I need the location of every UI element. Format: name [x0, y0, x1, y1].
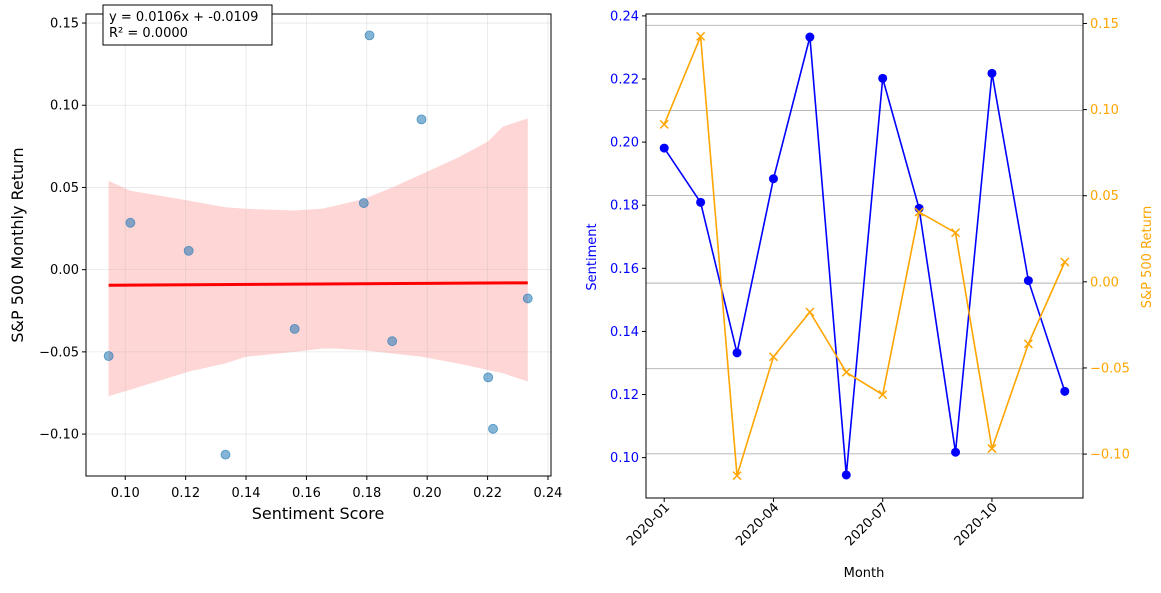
sentiment-tick-label: 0.22	[610, 72, 639, 87]
scatter-point	[488, 423, 498, 434]
return-tick-label: 0.00	[1090, 275, 1119, 290]
sentiment-point	[951, 447, 961, 457]
sentiment-point	[841, 470, 851, 480]
line-plot-frame	[645, 13, 1084, 499]
sentiment-tick-label: 0.10	[610, 451, 639, 466]
scatter-chart: 0.10 0.12 0.14 0.16 0.18 0.20 0.22 0.24 −0.10−0…	[8, 4, 563, 523]
return-axis-label: S&P 500 Return	[1140, 206, 1155, 308]
y-tick-label: 0.10	[50, 99, 79, 114]
scatter-point	[387, 336, 398, 347]
return-point	[1023, 339, 1033, 349]
sentiment-tick-label: 0.16	[610, 262, 639, 277]
points-layer	[103, 30, 533, 460]
return-point	[914, 207, 924, 217]
sentiment-axis-label: Sentiment	[585, 223, 600, 290]
sentiment-tick-label: 0.14	[610, 325, 639, 340]
x-tick-label: 0.12	[171, 486, 200, 501]
return-tick-label: 0.10	[1090, 103, 1119, 118]
return-point	[1060, 257, 1070, 267]
x-tick-label: 0.22	[473, 486, 502, 501]
sentiment-point	[878, 73, 888, 83]
sentiment-point	[1060, 386, 1070, 396]
return-tick-label: −0.10	[1090, 448, 1130, 463]
scatter-point	[364, 30, 375, 41]
scatter-plot-frame	[85, 13, 552, 477]
return-point	[878, 390, 888, 400]
return-axis-ticks: −0.10 −0.05 0.00 0.05 0.10 0.15	[1083, 17, 1130, 463]
y-tick-label: −0.10	[39, 428, 79, 443]
return-point	[951, 228, 961, 238]
y-tick-label: 0.15	[50, 17, 79, 32]
y-tick-label: 0.05	[50, 181, 79, 196]
scatter-point	[483, 372, 494, 383]
return-point	[732, 471, 742, 481]
lines-layer	[659, 31, 1070, 481]
sentiment-tick-label: 0.18	[610, 199, 639, 214]
return-tick-label: 0.15	[1090, 17, 1119, 32]
scatter-x-axis-label: Sentiment Score	[252, 504, 385, 523]
regression-layer	[108, 281, 528, 287]
scatter-point	[358, 198, 369, 208]
confidence-band-layer	[108, 118, 528, 397]
scatter-y-axis-label: S&P 500 Monthly Return	[8, 147, 27, 342]
sentiment-point	[732, 348, 742, 358]
return-point	[659, 119, 669, 129]
sentiment-point	[987, 68, 997, 78]
sentiment-tick-label: 0.24	[610, 9, 639, 24]
y-tick-label: 0.00	[50, 263, 79, 278]
y-tick-label: −0.05	[39, 345, 79, 360]
return-point	[841, 367, 851, 377]
scatter-point	[522, 293, 533, 304]
scatter-point	[125, 217, 136, 228]
return-tick-label: −0.05	[1090, 361, 1130, 376]
return-point	[987, 444, 997, 454]
x-tick-label: 0.18	[352, 486, 381, 501]
sentiment-line	[663, 36, 1066, 476]
sentiment-point	[768, 174, 778, 184]
scatter-point	[183, 245, 194, 256]
x-axis-ticks: 0.10 0.12 0.14 0.16 0.18 0.20 0.22 0.24	[111, 476, 563, 501]
x-tick-label: 0.24	[534, 486, 563, 501]
scatter-point	[416, 114, 427, 125]
month-axis-label: Month	[844, 566, 885, 581]
regression-equation: y = 0.0106x + -0.0109	[109, 10, 258, 25]
r-squared-value: R² = 0.0000	[109, 26, 188, 41]
sentiment-point	[805, 32, 815, 42]
scatter-point	[289, 323, 300, 334]
return-point	[805, 307, 815, 317]
annotation-box	[102, 4, 273, 46]
sentiment-tick-label: 0.20	[610, 136, 639, 151]
scatter-point	[103, 351, 114, 361]
x-tick-label: 0.10	[111, 486, 140, 501]
sentiment-point	[696, 197, 706, 207]
regression-annotation: y = 0.0106x + -0.0109 R² = 0.0000	[102, 4, 273, 46]
scatter-point	[220, 449, 231, 460]
confidence-band	[108, 118, 528, 397]
sentiment-axis-ticks: 0.10 0.12 0.14 0.16 0.18 0.20 0.22 0.24	[610, 9, 646, 466]
x-tick-label: 0.14	[232, 486, 261, 501]
x-tick-label: 0.20	[413, 486, 442, 501]
sentiment-tick-label: 0.12	[610, 388, 639, 403]
return-line	[663, 36, 1066, 476]
return-point	[696, 31, 706, 41]
sentiment-point	[659, 143, 669, 153]
return-point	[768, 352, 778, 362]
sentiment-point	[1023, 276, 1033, 286]
regression-line	[108, 281, 528, 287]
y-axis-ticks: −0.10 −0.05 0.00 0.05 0.10 0.15	[39, 17, 86, 443]
x-tick-label: 0.16	[292, 486, 321, 501]
return-tick-label: 0.05	[1090, 189, 1119, 204]
